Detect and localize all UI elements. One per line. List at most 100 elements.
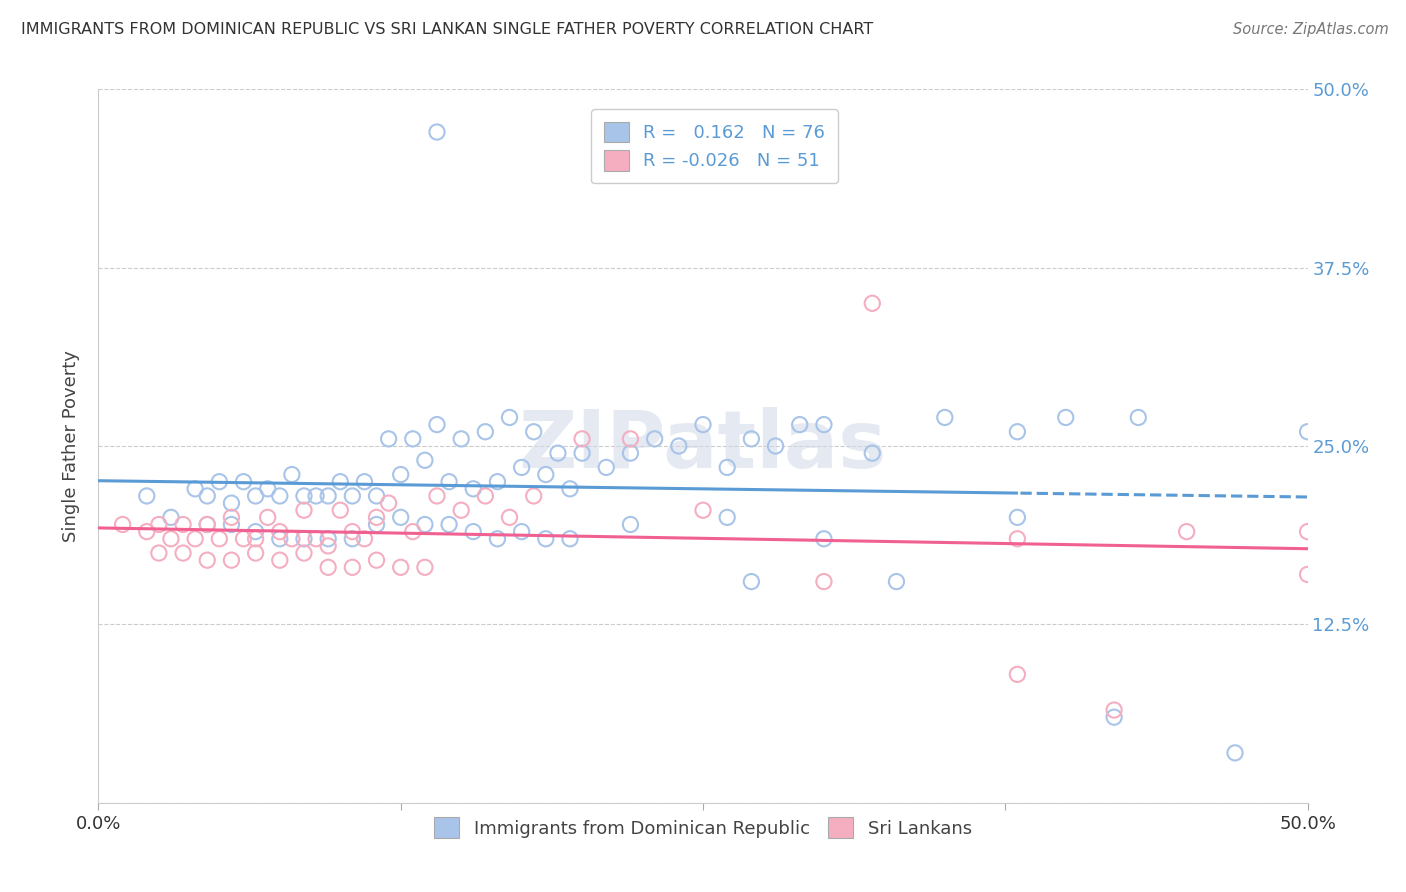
- Point: [377, 496, 399, 510]
- Point: [692, 503, 714, 517]
- Point: [353, 475, 375, 489]
- Point: [450, 432, 472, 446]
- Point: [740, 432, 762, 446]
- Point: [510, 524, 533, 539]
- Point: [221, 517, 243, 532]
- Point: [245, 524, 267, 539]
- Point: [281, 532, 304, 546]
- Point: [547, 446, 569, 460]
- Point: [426, 489, 449, 503]
- Point: [426, 417, 449, 432]
- Point: [534, 532, 557, 546]
- Point: [523, 425, 546, 439]
- Text: Source: ZipAtlas.com: Source: ZipAtlas.com: [1233, 22, 1389, 37]
- Point: [389, 467, 412, 482]
- Point: [571, 432, 593, 446]
- Point: [245, 532, 267, 546]
- Point: [437, 475, 460, 489]
- Point: [789, 417, 811, 432]
- Point: [498, 510, 520, 524]
- Point: [1296, 567, 1319, 582]
- Point: [195, 517, 218, 532]
- Point: [232, 475, 254, 489]
- Point: [813, 532, 835, 546]
- Point: [195, 553, 218, 567]
- Point: [366, 510, 388, 524]
- Point: [389, 560, 412, 574]
- Point: [1102, 703, 1125, 717]
- Point: [523, 489, 546, 503]
- Point: [571, 446, 593, 460]
- Point: [1296, 425, 1319, 439]
- Point: [813, 417, 835, 432]
- Point: [437, 517, 460, 532]
- Point: [269, 489, 291, 503]
- Point: [342, 489, 364, 503]
- Point: [208, 475, 231, 489]
- Point: [692, 417, 714, 432]
- Point: [172, 546, 194, 560]
- Point: [316, 560, 339, 574]
- Point: [111, 517, 134, 532]
- Point: [172, 517, 194, 532]
- Point: [329, 475, 352, 489]
- Point: [329, 503, 352, 517]
- Point: [1007, 425, 1029, 439]
- Point: [1007, 667, 1029, 681]
- Text: ZIPatlas: ZIPatlas: [519, 407, 887, 485]
- Point: [1054, 410, 1077, 425]
- Point: [860, 446, 883, 460]
- Point: [389, 510, 412, 524]
- Point: [316, 489, 339, 503]
- Y-axis label: Single Father Poverty: Single Father Poverty: [62, 350, 80, 542]
- Point: [558, 482, 581, 496]
- Point: [256, 482, 278, 496]
- Point: [269, 553, 291, 567]
- Point: [558, 532, 581, 546]
- Point: [716, 510, 738, 524]
- Point: [377, 432, 399, 446]
- Point: [740, 574, 762, 589]
- Point: [195, 517, 218, 532]
- Point: [1007, 510, 1029, 524]
- Point: [716, 460, 738, 475]
- Point: [498, 410, 520, 425]
- Point: [463, 524, 485, 539]
- Point: [1296, 524, 1319, 539]
- Point: [135, 489, 157, 503]
- Point: [292, 546, 315, 560]
- Point: [342, 524, 364, 539]
- Point: [342, 560, 364, 574]
- Point: [245, 546, 267, 560]
- Point: [160, 532, 183, 546]
- Point: [160, 510, 183, 524]
- Point: [450, 503, 472, 517]
- Point: [245, 489, 267, 503]
- Point: [221, 510, 243, 524]
- Point: [195, 489, 218, 503]
- Point: [860, 296, 883, 310]
- Point: [1128, 410, 1150, 425]
- Point: [366, 517, 388, 532]
- Point: [765, 439, 787, 453]
- Point: [486, 532, 509, 546]
- Point: [1007, 532, 1029, 546]
- Point: [534, 467, 557, 482]
- Point: [413, 560, 436, 574]
- Point: [644, 432, 666, 446]
- Point: [316, 539, 339, 553]
- Point: [305, 489, 328, 503]
- Point: [402, 524, 425, 539]
- Text: IMMIGRANTS FROM DOMINICAN REPUBLIC VS SRI LANKAN SINGLE FATHER POVERTY CORRELATI: IMMIGRANTS FROM DOMINICAN REPUBLIC VS SR…: [21, 22, 873, 37]
- Point: [221, 553, 243, 567]
- Point: [342, 532, 364, 546]
- Point: [486, 475, 509, 489]
- Point: [292, 503, 315, 517]
- Point: [474, 489, 496, 503]
- Point: [221, 496, 243, 510]
- Point: [463, 482, 485, 496]
- Point: [135, 524, 157, 539]
- Point: [269, 532, 291, 546]
- Point: [668, 439, 690, 453]
- Point: [619, 432, 641, 446]
